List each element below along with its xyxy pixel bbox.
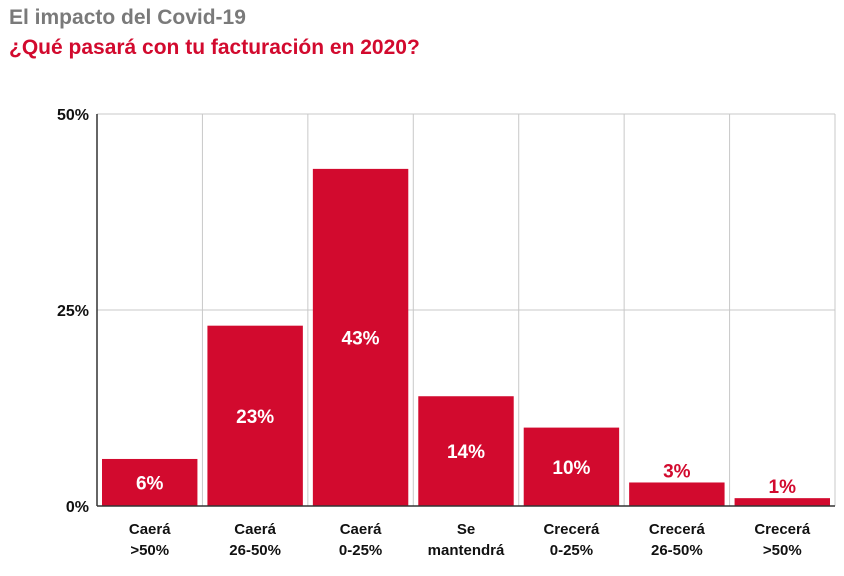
- y-tick-label: 0%: [66, 499, 89, 516]
- x-tick-label: >50%: [130, 542, 169, 559]
- bar: [734, 498, 830, 506]
- data-label: 6%: [136, 473, 164, 494]
- data-label: 23%: [236, 407, 274, 428]
- data-label: 14%: [447, 442, 485, 463]
- chart-subtitle: ¿Qué pasará con tu facturación en 2020?: [9, 36, 420, 59]
- bars: [102, 168, 830, 506]
- x-tick-label: Se: [457, 521, 475, 538]
- x-tick-label: Caerá: [129, 521, 171, 538]
- bar: [523, 427, 620, 506]
- x-tick-label: Crecerá: [754, 521, 811, 538]
- x-tick-label: Caerá: [340, 521, 382, 538]
- bar: [207, 325, 303, 506]
- bar: [312, 168, 409, 506]
- x-tick-label: Caerá: [234, 521, 276, 538]
- bar: [102, 458, 198, 506]
- y-tick-label: 50%: [57, 107, 89, 124]
- x-tick-label: Crecerá: [649, 521, 706, 538]
- axes: [96, 114, 835, 507]
- y-tick-label: 25%: [57, 303, 89, 320]
- x-tick-label: mantendrá: [428, 542, 505, 559]
- chart-title: El impacto del Covid-19: [9, 6, 246, 29]
- x-tick-label: 0-25%: [550, 542, 593, 559]
- x-tick-label: >50%: [763, 542, 802, 559]
- data-label: 10%: [552, 458, 590, 479]
- x-tick-label: Crecerá: [543, 521, 600, 538]
- x-tick-label: 26-50%: [229, 542, 281, 559]
- x-tick-label: 0-25%: [339, 542, 382, 559]
- x-tick-label: 26-50%: [651, 542, 703, 559]
- data-label: 43%: [342, 328, 380, 349]
- bar: [629, 482, 725, 506]
- data-label: 1%: [769, 477, 797, 498]
- data-label: 3%: [663, 461, 691, 482]
- bar: [418, 396, 514, 506]
- labels: 0% 25% 50% 6% Caerá >50% 23% Caerá 26-50% 43% Caer…: [57, 107, 811, 559]
